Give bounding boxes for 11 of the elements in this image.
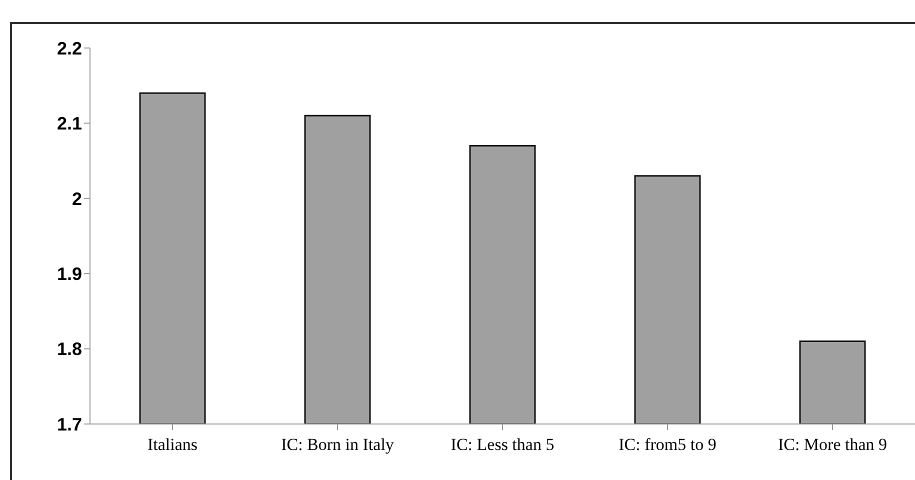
- y-tick-label: 1.8: [56, 339, 82, 360]
- x-tick-label: IC: Born in Italy: [281, 435, 394, 454]
- y-tick-label: 1.9: [56, 264, 82, 284]
- x-tick-label: Italians: [147, 435, 198, 454]
- x-tick-label: IC: Less than 5: [450, 435, 554, 454]
- y-tick-label: 2.2: [56, 38, 82, 58]
- y-tick-label: 2: [72, 188, 82, 209]
- y-tick-label: 1.7: [56, 414, 82, 434]
- x-tick-label: IC: from5 to 9: [618, 435, 716, 454]
- x-tick-label: IC: More than 9: [778, 435, 888, 454]
- y-tick-label: 2.1: [56, 114, 82, 134]
